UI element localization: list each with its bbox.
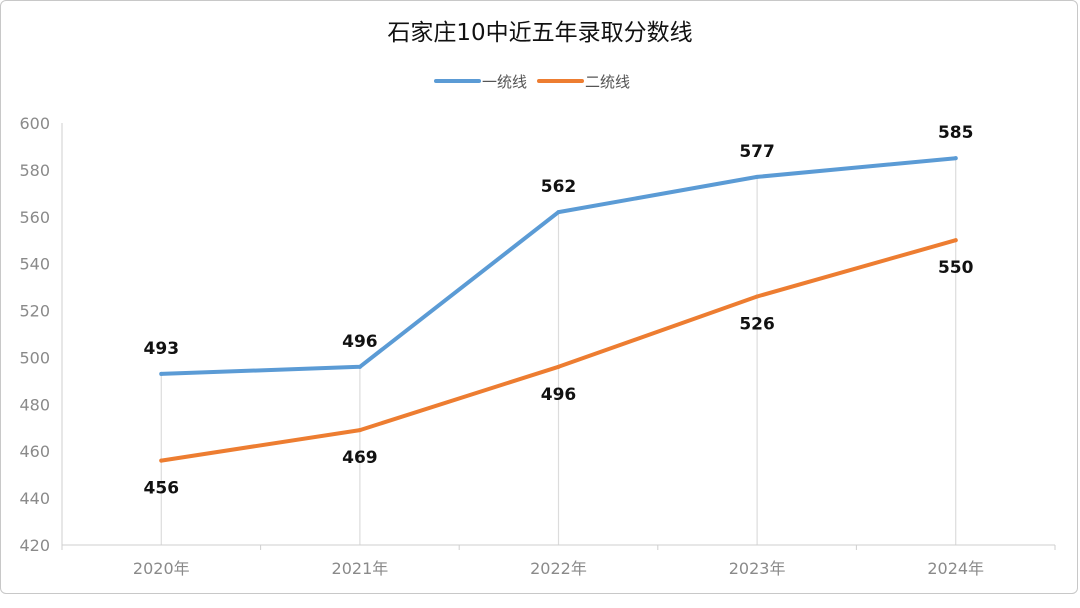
data-labels: 493 496 562 577 585 456 469 496 526 550: [144, 123, 974, 498]
y-tick-label: 480: [19, 395, 50, 414]
y-tick-label: 560: [19, 208, 50, 227]
grid: [160, 158, 957, 545]
data-label: 526: [739, 314, 775, 334]
data-point: [159, 458, 164, 463]
y-tick-label: 460: [19, 442, 50, 461]
data-label: 550: [938, 258, 974, 278]
data-label: 469: [342, 448, 378, 468]
legend: 一统线 二统线: [434, 73, 630, 91]
data-label: 496: [342, 332, 378, 352]
data-point: [755, 174, 760, 179]
y-tick-label: 580: [19, 161, 50, 180]
x-tick-label: 2022年: [530, 559, 587, 578]
data-point: [357, 428, 362, 433]
data-label: 562: [541, 177, 577, 197]
data-point: [953, 156, 958, 161]
x-tick-label: 2024年: [927, 559, 984, 578]
x-axis: 2020年 2021年 2022年 2023年 2024年: [61, 544, 1056, 578]
chart-frame: [0, 0, 1078, 594]
data-point: [556, 210, 561, 215]
data-point: [556, 364, 561, 369]
data-point: [953, 238, 958, 243]
data-point: [159, 371, 164, 376]
data-point: [357, 364, 362, 369]
data-label: 493: [144, 339, 180, 359]
data-point: [755, 294, 760, 299]
y-axis: 420 440 460 480 500 520 540 560 580 600: [19, 114, 63, 555]
y-tick-label: 540: [19, 255, 50, 274]
y-tick-label: 520: [19, 302, 50, 321]
data-label: 496: [541, 385, 577, 405]
data-label: 577: [739, 142, 775, 162]
data-label: 585: [938, 123, 974, 143]
y-tick-label: 420: [19, 536, 50, 555]
series-layer: [159, 156, 958, 463]
x-tick-label: 2020年: [133, 559, 190, 578]
legend-label: 一统线: [482, 73, 527, 91]
data-label: 456: [144, 479, 180, 499]
y-tick-label: 440: [19, 489, 50, 508]
x-tick-label: 2023年: [729, 559, 786, 578]
y-tick-label: 500: [19, 348, 50, 367]
chart-title: 石家庄10中近五年录取分数线: [387, 20, 692, 46]
x-tick-label: 2021年: [332, 559, 389, 578]
y-tick-label: 600: [19, 114, 50, 133]
legend-label: 二统线: [585, 73, 630, 91]
